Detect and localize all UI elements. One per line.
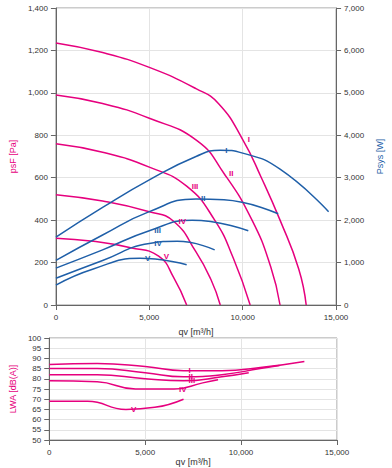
svg-text:0: 0	[344, 301, 349, 310]
svg-text:V: V	[131, 405, 137, 414]
svg-text:15,000: 15,000	[324, 313, 349, 322]
svg-text:III: III	[189, 376, 196, 385]
svg-text:3,000: 3,000	[344, 173, 365, 182]
svg-text:qv [m³/h]: qv [m³/h]	[176, 457, 211, 467]
svg-text:IV: IV	[179, 217, 187, 226]
svg-text:1,200: 1,200	[28, 46, 49, 55]
svg-text:75: 75	[32, 385, 41, 394]
svg-text:V: V	[164, 252, 170, 261]
svg-text:III: III	[154, 226, 161, 235]
svg-text:qv [m³/h]: qv [m³/h]	[178, 327, 213, 337]
svg-text:II: II	[201, 194, 205, 203]
svg-text:IV: IV	[179, 385, 187, 394]
svg-text:1,400: 1,400	[28, 4, 49, 13]
svg-text:90: 90	[32, 354, 41, 363]
svg-text:600: 600	[35, 173, 49, 182]
svg-text:I: I	[248, 135, 250, 144]
svg-text:200: 200	[35, 258, 49, 267]
svg-text:5,000: 5,000	[139, 313, 160, 322]
svg-text:1,000: 1,000	[28, 88, 49, 97]
svg-text:0: 0	[54, 313, 59, 322]
svg-text:55: 55	[32, 425, 41, 434]
svg-text:10,000: 10,000	[229, 448, 254, 457]
svg-text:10,000: 10,000	[230, 313, 255, 322]
svg-text:6,000: 6,000	[344, 46, 365, 55]
svg-text:0: 0	[43, 301, 48, 310]
svg-text:4,000: 4,000	[344, 131, 365, 140]
svg-text:III: III	[192, 182, 199, 191]
svg-text:IV: IV	[154, 239, 162, 248]
svg-text:70: 70	[32, 395, 41, 404]
svg-text:7,000: 7,000	[344, 4, 365, 13]
svg-text:psF [Pa]: psF [Pa]	[8, 140, 18, 174]
svg-text:Psys [W]: Psys [W]	[375, 139, 385, 175]
svg-text:95: 95	[32, 344, 41, 353]
svg-text:5,000: 5,000	[135, 448, 156, 457]
svg-text:65: 65	[32, 405, 41, 414]
svg-text:400: 400	[35, 216, 49, 225]
svg-text:50: 50	[32, 436, 41, 445]
svg-text:100: 100	[28, 334, 42, 343]
svg-text:LWA [dB(A)]: LWA [dB(A)]	[8, 365, 18, 414]
svg-text:2,000: 2,000	[344, 216, 365, 225]
svg-text:V: V	[145, 254, 151, 263]
svg-text:800: 800	[35, 131, 49, 140]
svg-text:60: 60	[32, 415, 41, 424]
svg-text:5,000: 5,000	[344, 88, 365, 97]
svg-text:15,000: 15,000	[325, 448, 350, 457]
svg-text:II: II	[229, 169, 233, 178]
svg-text:I: I	[188, 366, 191, 376]
svg-text:0: 0	[47, 448, 52, 457]
svg-text:80: 80	[32, 374, 41, 383]
svg-text:I: I	[225, 146, 227, 155]
svg-text:85: 85	[32, 364, 41, 373]
svg-text:1,000: 1,000	[344, 258, 365, 267]
